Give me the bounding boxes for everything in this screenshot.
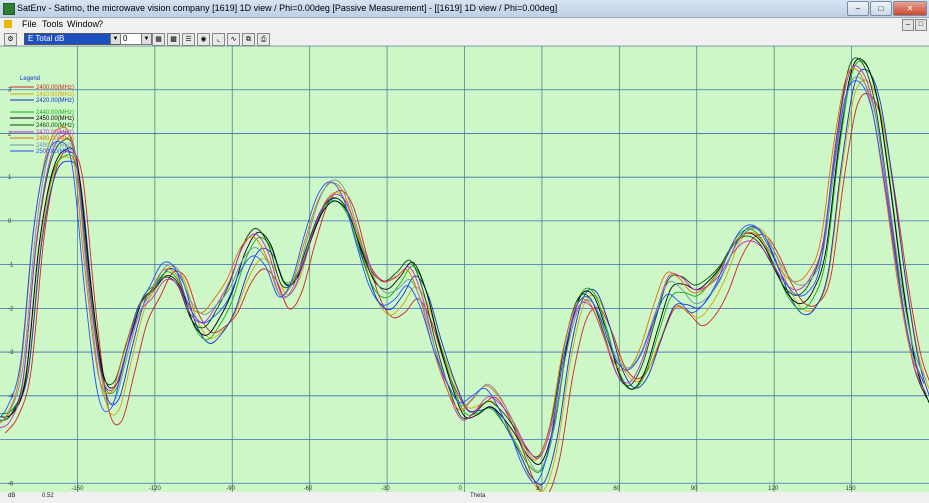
legend-entry-3: 2440.00(MHz): [36, 110, 74, 116]
legend-entry-5: 2460.00(MHz): [36, 123, 74, 129]
legend-entry-2: 2420.00(MHz): [36, 98, 74, 104]
close-icon[interactable]: ✕: [893, 1, 927, 16]
x-tick-label: 0: [459, 486, 463, 492]
legend-entry-7: 2480.00(MHz): [36, 136, 74, 142]
legend-entry-1: 2410.00(MHz): [36, 92, 74, 98]
mdi-controls: – □: [901, 19, 927, 31]
y-tick-label: -6: [8, 481, 14, 487]
legend-entry-9: 2500.00(MHz): [36, 149, 74, 155]
list-view-icon[interactable]: ☰: [182, 33, 195, 46]
y-tick-label: 3: [8, 88, 12, 94]
x-tick-label: 120: [768, 486, 779, 492]
copy-icon[interactable]: ⧉: [242, 33, 255, 46]
phi-select[interactable]: 0 ▼: [120, 33, 152, 45]
phi-value: 0: [123, 34, 128, 43]
curve-icon[interactable]: ∿: [227, 33, 240, 46]
legend-entry-6: 2470.00(MHz): [36, 130, 74, 136]
document-icon[interactable]: [4, 20, 12, 28]
mdi-minimize-icon[interactable]: –: [902, 19, 914, 31]
menu-help[interactable]: ?: [98, 19, 104, 29]
window-controls: – □ ✕: [846, 1, 927, 16]
y-tick-label: -1: [8, 263, 14, 269]
dropdown-arrow-icon[interactable]: ▼: [110, 34, 120, 44]
x-tick-label: 90: [691, 486, 698, 492]
x-tick-label: -30: [381, 486, 390, 492]
dropdown-arrow-icon[interactable]: ▼: [141, 34, 151, 44]
mdi-restore-icon[interactable]: □: [915, 19, 927, 31]
unit-label: dB: [8, 493, 16, 499]
y-tick-label: 1: [8, 175, 12, 181]
legend-title: Legend: [20, 76, 40, 82]
toolbar: ⚙ E Total dB ▼ 0 ▼ ▦ ▩ ☰ ◉ ⌞ ∿ ⧉ ⎙: [0, 32, 929, 46]
x-tick-label: 30: [536, 486, 543, 492]
series-line-8: [0, 76, 927, 472]
y-tick-label: -3: [8, 350, 14, 356]
tick-labels: -150 -120 -90 -60 -30 0 30 60 90 120 150-6-4-3-2-1…: [8, 88, 856, 492]
maximize-icon[interactable]: □: [870, 1, 892, 16]
plot-area[interactable]: -150 -120 -90 -60 -30 0 30 60 90 120 150 -6 -4 -3 -2 -1…: [0, 45, 929, 497]
axes-icon[interactable]: ⌞: [212, 33, 225, 46]
x-tick-label: -150: [71, 486, 84, 492]
legend: Legend 2400.00(MHz)2410.00(MHz)2420.00(MH…: [10, 76, 74, 155]
menu-file[interactable]: File: [22, 19, 37, 29]
series-group: [0, 57, 929, 497]
legend-entry-4: 2450.00(MHz): [36, 116, 74, 122]
x-tick-label: -60: [304, 486, 313, 492]
window-title: SatEnv - Satimo, the microwave vision co…: [17, 3, 558, 13]
y-tick-label: 2: [8, 131, 12, 137]
y-tick-label: -4: [8, 394, 14, 400]
menu-window[interactable]: Window: [67, 19, 100, 29]
series-line-0: [4, 93, 929, 497]
legend-entry-8: 2490.00(MHz): [36, 143, 74, 149]
color-map-icon[interactable]: ▩: [167, 33, 180, 46]
x-tick-label: -90: [226, 486, 235, 492]
quantity-value: E Total dB: [28, 34, 65, 43]
x-tick-label: -120: [149, 486, 162, 492]
x-axis-label: Theta: [470, 493, 486, 499]
legend-entry-0: 2400.00(MHz): [36, 85, 74, 91]
chart-view-icon[interactable]: ▦: [152, 33, 165, 46]
settings-icon[interactable]: ⚙: [4, 33, 17, 46]
quantity-select[interactable]: E Total dB ▼: [24, 33, 121, 45]
x-tick-label: 60: [613, 486, 620, 492]
series-line-9: [0, 80, 925, 484]
x-tick-label: 150: [846, 486, 857, 492]
line-chart[interactable]: -150 -120 -90 -60 -30 0 30 60 90 120 150-6-4-3-2-1…: [0, 45, 929, 497]
circle-plot-icon[interactable]: ◉: [197, 33, 210, 46]
minimize-icon[interactable]: –: [847, 1, 869, 16]
menu-tools[interactable]: Tools: [42, 19, 64, 29]
satenv-app-icon[interactable]: [3, 3, 15, 15]
title-bar: SatEnv - Satimo, the microwave vision co…: [0, 0, 929, 18]
print-icon[interactable]: ⎙: [257, 33, 270, 46]
status-value: 0.52: [42, 493, 54, 499]
y-tick-label: 0: [8, 219, 12, 225]
y-tick-label: -2: [8, 306, 14, 312]
series-line-5: [0, 57, 927, 458]
menu-bar: File Tools Window ? – □: [0, 18, 929, 31]
status-bar: dB 0.52 Theta: [0, 492, 929, 503]
